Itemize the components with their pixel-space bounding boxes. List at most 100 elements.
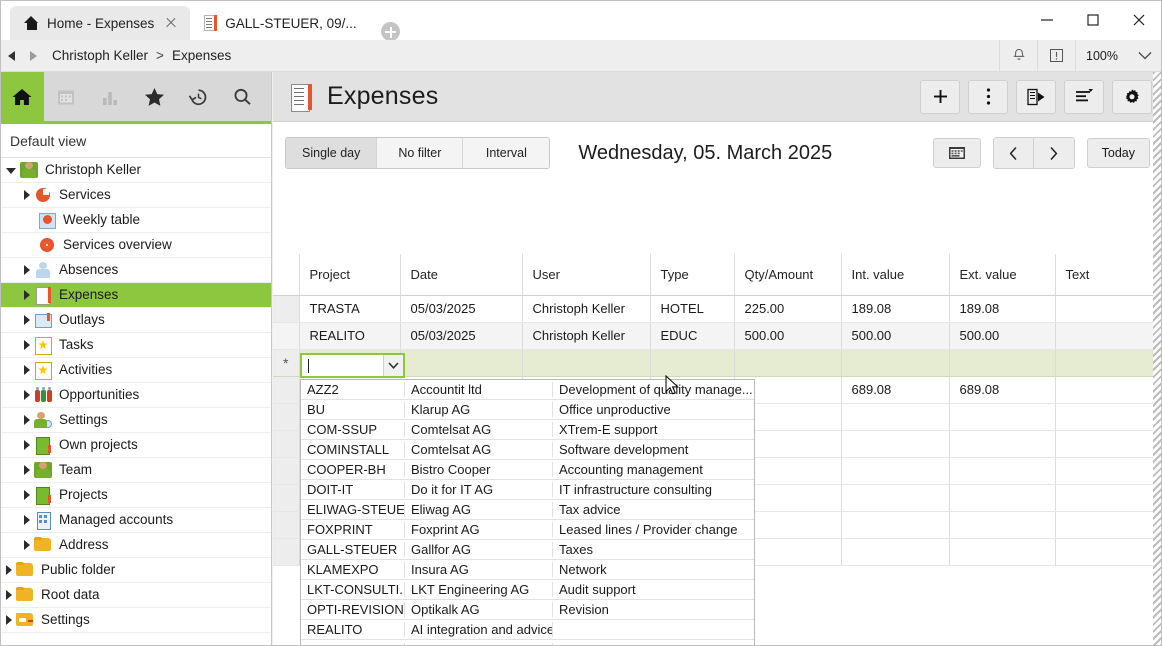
sidebar-item-services[interactable]: Services	[0, 183, 271, 208]
gear-icon[interactable]	[1112, 79, 1152, 114]
star-icon[interactable]	[132, 72, 176, 121]
sidebar-item-managed-accounts[interactable]: Managed accounts	[0, 508, 271, 533]
twisty-collapsed-icon[interactable]	[24, 415, 30, 425]
sidebar-item-own-projects[interactable]: Own projects	[0, 433, 271, 458]
breadcrumb-item-expenses[interactable]: Expenses	[171, 48, 232, 63]
row-marker[interactable]	[273, 295, 300, 323]
twisty-collapsed-icon[interactable]	[24, 515, 30, 525]
search-icon[interactable]	[220, 72, 264, 121]
maximize-icon[interactable]	[1070, 0, 1116, 40]
mode-single-day[interactable]: Single day	[286, 138, 378, 168]
chevron-left-icon[interactable]	[993, 138, 1034, 168]
close-icon[interactable]	[162, 14, 180, 32]
bell-icon[interactable]	[999, 39, 1037, 72]
sidebar-item-settings[interactable]: Settings	[0, 608, 271, 633]
new-row-marker[interactable]: *	[273, 349, 300, 377]
today-button[interactable]: Today	[1086, 138, 1150, 168]
home-icon[interactable]	[0, 72, 44, 121]
new-row-cell-ext[interactable]	[949, 349, 1056, 377]
column-header-type[interactable]: Type	[650, 254, 735, 296]
column-header-user[interactable]: User	[522, 254, 651, 296]
twisty-collapsed-icon[interactable]	[6, 590, 12, 600]
new-row-cell-date[interactable]	[400, 349, 523, 377]
close-window-icon[interactable]	[1116, 0, 1162, 40]
sidebar-item-activities[interactable]: Activities	[0, 358, 271, 383]
twisty-collapsed-icon[interactable]	[6, 615, 12, 625]
more-button[interactable]	[968, 79, 1008, 114]
table-row[interactable]: REALITO 05/03/2025 Christoph Keller EDUC 500…	[273, 322, 1162, 350]
calendar-picker-icon[interactable]	[932, 138, 981, 168]
twisty-collapsed-icon[interactable]	[24, 190, 30, 200]
sidebar-item-opportunities[interactable]: Opportunities	[0, 383, 271, 408]
add-button[interactable]	[920, 79, 960, 114]
cell-user[interactable]: Christoph Keller	[522, 295, 651, 323]
window-resize-strip[interactable]	[1153, 72, 1162, 646]
dropdown-item[interactable]: AZZ2 Accountit ltd Development of quality …	[301, 380, 754, 400]
dropdown-item[interactable]: LKT-CONSULTI... LKT Engineering AG Audit s…	[301, 580, 754, 600]
project-combobox-editor[interactable]	[300, 353, 405, 378]
column-header-int-value[interactable]: Int. value	[841, 254, 950, 296]
twisty-collapsed-icon[interactable]	[24, 540, 30, 550]
chevron-down-icon[interactable]	[1128, 40, 1162, 72]
column-header-text[interactable]: Text	[1055, 254, 1162, 296]
cell-int-value[interactable]: 189.08	[841, 295, 950, 323]
cell-qty-amount[interactable]: 500.00	[734, 322, 842, 350]
cell-date[interactable]: 05/03/2025	[400, 322, 523, 350]
dropdown-item[interactable]: BU Klarup AG Office unproductive	[301, 400, 754, 420]
sidebar-item-projects[interactable]: Projects	[0, 483, 271, 508]
sidebar-item-settings[interactable]: Settings	[0, 408, 271, 433]
sidebar-item-expenses[interactable]: Expenses	[0, 283, 271, 308]
new-tab-button[interactable]	[381, 22, 400, 41]
new-record-row[interactable]: *	[273, 349, 1162, 377]
chart-bar-icon[interactable]	[88, 72, 132, 121]
forward-arrow-icon[interactable]	[22, 40, 44, 72]
twisty-collapsed-icon[interactable]	[24, 315, 30, 325]
export-button[interactable]	[1016, 79, 1056, 114]
cell-date[interactable]: 05/03/2025	[400, 295, 523, 323]
sidebar-item-tasks[interactable]: Tasks	[0, 333, 271, 358]
back-arrow-icon[interactable]	[0, 40, 22, 72]
history-icon[interactable]	[176, 72, 220, 121]
cell-text[interactable]	[1055, 295, 1162, 323]
twisty-collapsed-icon[interactable]	[6, 565, 12, 575]
project-dropdown-list[interactable]: AZZ2 Accountit ltd Development of quality …	[300, 379, 755, 646]
minimize-icon[interactable]	[1024, 0, 1070, 40]
dropdown-item[interactable]: GALL-STEUER Gallfor AG Taxes	[301, 540, 754, 560]
twisty-collapsed-icon[interactable]	[24, 340, 30, 350]
dropdown-item[interactable]: COM-SSUP Comtelsat AG XTrem-E support	[301, 420, 754, 440]
breadcrumb-item-user[interactable]: Christoph Keller	[52, 48, 149, 63]
cell-type[interactable]: EDUC	[650, 322, 735, 350]
info-icon[interactable]	[1037, 39, 1075, 72]
chevron-right-icon[interactable]	[1033, 138, 1074, 168]
cell-qty-amount[interactable]: 225.00	[734, 295, 842, 323]
cell-type[interactable]: HOTEL	[650, 295, 735, 323]
dropdown-item[interactable]: ELIWAG-STEUER Eliwag AG Tax advice	[301, 500, 754, 520]
twisty-collapsed-icon[interactable]	[24, 390, 30, 400]
calendar-icon[interactable]	[44, 72, 88, 121]
cell-ext-value[interactable]: 500.00	[949, 322, 1056, 350]
sidebar-item-weekly-table[interactable]: Weekly table	[0, 208, 271, 233]
dropdown-item[interactable]: KLAMEXPO Insura AG Network	[301, 560, 754, 580]
sidebar-item-outlays[interactable]: Outlays	[0, 308, 271, 333]
row-marker[interactable]	[273, 322, 300, 350]
cell-text[interactable]	[1055, 322, 1162, 350]
twisty-collapsed-icon[interactable]	[24, 490, 30, 500]
mode-interval[interactable]: Interval	[463, 138, 550, 168]
sidebar-item-services-overview[interactable]: Services overview	[0, 233, 271, 258]
sidebar-item-team[interactable]: Team	[0, 458, 271, 483]
sidebar-item-christoph-keller[interactable]: Christoph Keller	[0, 158, 271, 183]
sort-button[interactable]	[1064, 79, 1104, 114]
cell-project[interactable]: TRASTA	[299, 295, 401, 323]
twisty-collapsed-icon[interactable]	[24, 465, 30, 475]
tab-gall-steuer[interactable]: GALL-STEUER, 09/...	[190, 6, 367, 40]
dropdown-item[interactable]: REALITO AI integration and advice	[301, 620, 754, 640]
new-row-cell-user[interactable]	[522, 349, 651, 377]
dropdown-item[interactable]: COOPER-BH Bistro Cooper Accounting managem…	[301, 460, 754, 480]
twisty-collapsed-icon[interactable]	[24, 440, 30, 450]
zoom-level[interactable]: 100%	[1075, 39, 1128, 72]
twisty-collapsed-icon[interactable]	[24, 290, 30, 300]
column-header-date[interactable]: Date	[400, 254, 523, 296]
column-header-ext-value[interactable]: Ext. value	[949, 254, 1056, 296]
dropdown-item[interactable]: FOXPRINT Foxprint AG Leased lines / Provid…	[301, 520, 754, 540]
